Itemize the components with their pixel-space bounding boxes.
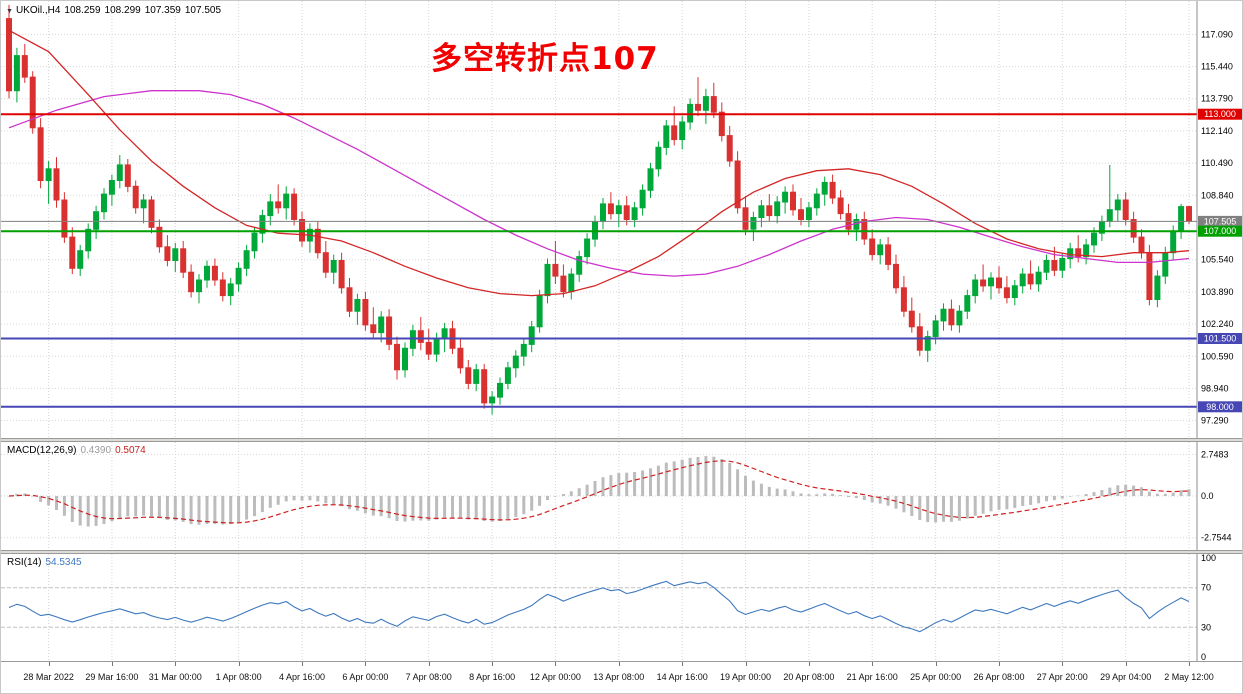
svg-text:112.140: 112.140 <box>1201 126 1233 136</box>
time-tick-label: 31 Mar 00:00 <box>148 672 202 682</box>
macd-main-value: 0.4390 <box>80 445 112 456</box>
time-tick-mark <box>618 662 620 666</box>
svg-text:113.000: 113.000 <box>1204 109 1236 119</box>
time-tick-label: 20 Apr 08:00 <box>783 672 835 682</box>
svg-text:98.940: 98.940 <box>1201 383 1229 393</box>
time-tick-label: 1 Apr 08:00 <box>215 672 262 682</box>
svg-text:107.505: 107.505 <box>1204 216 1237 226</box>
time-tick-label: 8 Apr 16:00 <box>469 672 516 682</box>
time-tick-mark <box>872 662 874 666</box>
rsi-value: 54.5345 <box>45 557 82 568</box>
rsi-panel-canvas[interactable]: 100 70 30 0 <box>1 554 1243 661</box>
macd-name: MACD(12,26,9) <box>7 445 77 456</box>
time-tick-mark <box>365 662 367 666</box>
time-tick-mark <box>428 662 430 666</box>
price-scale-labels: 117.090 115.440 113.790 112.140 110.490 108.8… <box>1201 29 1234 425</box>
time-tick-mark <box>682 662 684 666</box>
svg-text:100.590: 100.590 <box>1201 351 1234 361</box>
chevron-down-icon[interactable]: ▼ <box>6 8 13 15</box>
time-tick-mark <box>808 662 810 666</box>
rsi-scale-labels: 100 70 30 0 <box>1201 554 1216 661</box>
macd-grid <box>1 442 1197 550</box>
svg-text:70: 70 <box>1201 583 1211 593</box>
svg-text:101.500: 101.500 <box>1204 334 1237 344</box>
svg-text:30: 30 <box>1201 622 1211 632</box>
symbol-info-bar: ▼ UKOil.,H4 108.259 108.299 107.359 107.505 <box>6 5 221 16</box>
high-value: 108.299 <box>104 5 141 16</box>
time-tick-mark <box>175 662 177 666</box>
time-tick-label: 26 Apr 08:00 <box>973 672 1025 682</box>
open-value: 108.259 <box>64 5 101 16</box>
time-tick-label: 13 Apr 08:00 <box>593 672 645 682</box>
macd-scale-labels: 2.7483 0.0 -2.7544 <box>1201 449 1232 542</box>
time-tick-label: 14 Apr 16:00 <box>656 672 708 682</box>
time-tick-label: 29 Mar 16:00 <box>85 672 139 682</box>
time-tick-label: 29 Apr 04:00 <box>1100 672 1152 682</box>
svg-text:115.440: 115.440 <box>1201 62 1233 72</box>
panel-divider[interactable] <box>1 550 1242 554</box>
macd-signal-line <box>8 460 1190 524</box>
svg-text:102.240: 102.240 <box>1201 319 1234 329</box>
time-tick-mark <box>555 662 557 666</box>
panel-divider[interactable] <box>1 438 1242 442</box>
svg-text:108.840: 108.840 <box>1201 190 1234 200</box>
time-tick-mark <box>492 662 494 666</box>
time-tick-label: 2 May 12:00 <box>1164 672 1214 682</box>
time-tick-mark <box>745 662 747 666</box>
macd-panel-canvas[interactable]: 2.7483 0.0 -2.7544 <box>1 442 1243 550</box>
time-tick-label: 21 Apr 16:00 <box>846 672 898 682</box>
time-tick-mark <box>48 662 50 666</box>
time-tick-mark <box>999 662 1000 666</box>
time-axis: 28 Mar 2022 29 Mar 16:00 31 Mar 00:00 1 Apr… <box>1 661 1242 693</box>
time-tick-label: 25 Apr 00:00 <box>910 672 962 682</box>
time-tick-label: 6 Apr 00:00 <box>342 672 389 682</box>
time-tick-label: 28 Mar 2022 <box>23 672 74 682</box>
time-tick-label: 7 Apr 08:00 <box>405 672 452 682</box>
annotation-text: 多空转折点107 <box>431 41 659 77</box>
time-tick-mark <box>238 662 240 666</box>
svg-text:98.000: 98.000 <box>1206 402 1234 412</box>
rsi-name: RSI(14) <box>7 557 42 568</box>
macd-histogram <box>7 456 1191 527</box>
svg-text:100: 100 <box>1201 554 1216 563</box>
main-chart-canvas[interactable]: 113.000101.50098.000107.505107.000117.09… <box>1 1 1243 438</box>
svg-text:107.000: 107.000 <box>1204 226 1237 236</box>
rsi-grid <box>1 554 1197 661</box>
close-value: 107.505 <box>184 5 222 16</box>
time-tick-mark <box>302 662 303 666</box>
time-tick-label: 27 Apr 20:00 <box>1036 672 1088 682</box>
svg-text:-2.7544: -2.7544 <box>1201 533 1232 543</box>
time-tick-mark <box>935 662 937 666</box>
time-tick-label: 12 Apr 00:00 <box>529 672 581 682</box>
rsi-line <box>8 580 1190 633</box>
svg-text:0.0: 0.0 <box>1201 491 1214 501</box>
symbol-label: UKOil.,H4 <box>15 5 61 16</box>
svg-text:103.890: 103.890 <box>1201 287 1234 297</box>
svg-text:105.540: 105.540 <box>1201 255 1234 265</box>
price-grid <box>1 1 1197 438</box>
svg-text:2.7483: 2.7483 <box>1201 449 1229 459</box>
time-tick-mark <box>1125 662 1127 666</box>
rsi-indicator-label: RSI(14) 54.5345 <box>7 557 82 568</box>
svg-text:113.790: 113.790 <box>1201 94 1233 104</box>
macd-signal-value: 0.5074 <box>115 445 146 456</box>
time-tick-label: 4 Apr 16:00 <box>278 672 326 682</box>
time-tick-mark <box>1189 662 1190 666</box>
svg-text:110.490: 110.490 <box>1201 158 1233 168</box>
low-value: 107.359 <box>144 5 181 16</box>
moving-average-lines <box>8 29 1190 297</box>
macd-indicator-label: MACD(12,26,9) 0.4390 0.5074 <box>7 445 146 456</box>
svg-text:117.090: 117.090 <box>1201 29 1233 39</box>
time-tick-mark <box>1062 662 1064 666</box>
svg-text:0: 0 <box>1201 652 1206 661</box>
time-tick-mark <box>111 662 113 666</box>
svg-text:97.290: 97.290 <box>1201 416 1229 426</box>
time-tick-label: 19 Apr 00:00 <box>719 672 772 682</box>
